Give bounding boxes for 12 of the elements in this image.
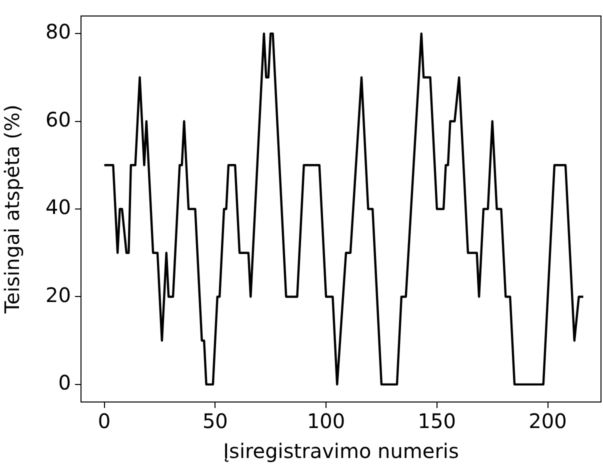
x-tick-label: 100 bbox=[306, 409, 346, 434]
x-tick-label: 50 bbox=[202, 409, 228, 434]
y-tick-label: 40 bbox=[46, 195, 71, 220]
y-tick-label: 0 bbox=[58, 370, 71, 395]
x-tick-label: 0 bbox=[98, 409, 111, 434]
x-tick-label: 150 bbox=[418, 409, 456, 434]
x-tick-label: 200 bbox=[528, 409, 567, 434]
y-tick-label: 60 bbox=[46, 107, 71, 132]
y-tick-label: 20 bbox=[46, 282, 71, 307]
y-axis-title: Teisingai atspėta (%) bbox=[0, 104, 24, 314]
y-tick-label: 80 bbox=[46, 20, 71, 44]
x-axis-title: Įsiregistravimo numeris bbox=[223, 439, 459, 464]
